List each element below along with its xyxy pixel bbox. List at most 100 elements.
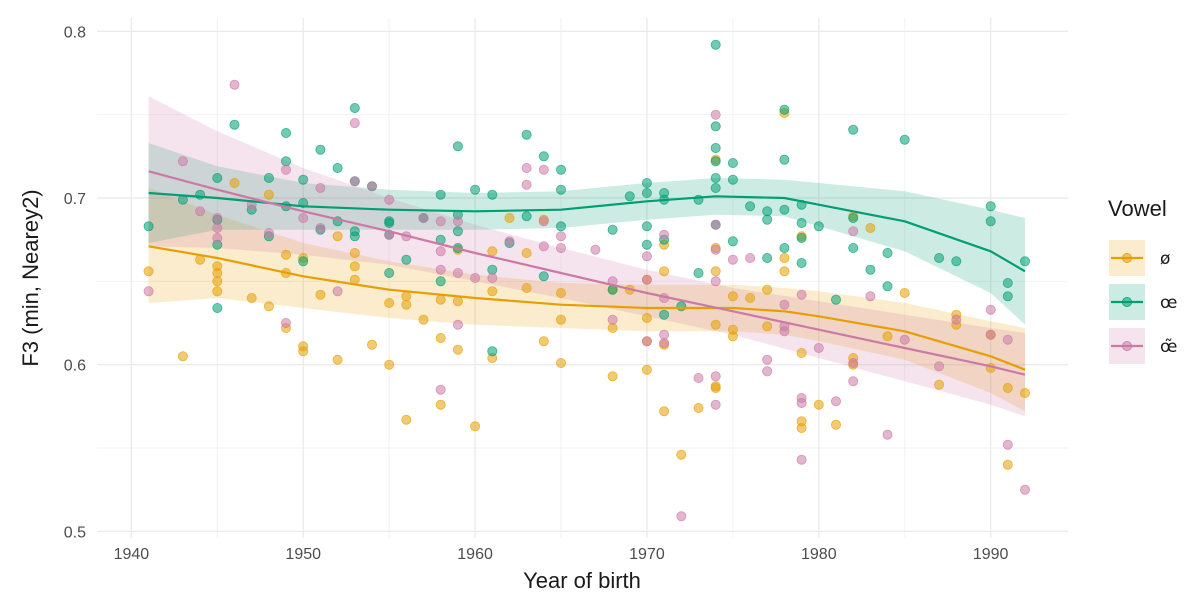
data-point (710, 109, 721, 120)
data-point (779, 104, 790, 115)
data-point (745, 292, 756, 303)
data-point (779, 299, 790, 310)
data-point (298, 346, 309, 357)
data-point (246, 292, 257, 303)
data-point (487, 286, 498, 297)
data-point (710, 244, 721, 255)
data-point (641, 364, 652, 375)
data-point (641, 187, 652, 198)
data-point (848, 212, 859, 223)
data-point (332, 354, 343, 365)
data-point (332, 231, 343, 242)
data-point (384, 297, 395, 308)
data-point (521, 282, 532, 293)
data-point (607, 322, 618, 333)
data-point (779, 204, 790, 215)
data-point (796, 347, 807, 358)
data-point (865, 222, 876, 233)
y-tick-label: 0.5 (64, 524, 86, 541)
data-point (762, 354, 773, 365)
data-point (710, 142, 721, 153)
legend-item: œ (1109, 284, 1177, 320)
data-point (452, 216, 463, 227)
data-point (280, 164, 291, 175)
data-point (212, 212, 223, 223)
data-point (985, 329, 996, 340)
trend-line (148, 245, 1026, 371)
data-point (298, 212, 309, 223)
data-point (985, 304, 996, 315)
data-point (538, 164, 549, 175)
data-point (315, 144, 326, 155)
data-point (659, 229, 670, 240)
data-point (779, 154, 790, 165)
data-point (212, 267, 223, 278)
data-point (641, 221, 652, 232)
data-point (710, 371, 721, 382)
data-point (710, 266, 721, 277)
data-point (229, 177, 240, 188)
data-point (727, 254, 738, 265)
data-point (538, 216, 549, 227)
data-point (590, 244, 601, 255)
data-point (280, 156, 291, 167)
trend-lines (148, 170, 1026, 376)
data-point (762, 252, 773, 263)
trend-line (148, 191, 1026, 273)
data-point (315, 222, 326, 233)
data-point (401, 291, 412, 302)
data-point (934, 361, 945, 372)
data-point (435, 276, 446, 287)
data-point (212, 232, 223, 243)
data-point (796, 217, 807, 228)
data-point (865, 264, 876, 275)
x-tick-label: 1940 (114, 546, 150, 563)
data-point (143, 221, 154, 232)
data-point (779, 252, 790, 263)
data-point (1020, 256, 1031, 267)
data-point (349, 103, 360, 114)
data-point (556, 231, 567, 242)
data-point (556, 184, 567, 195)
x-tick-label: 1960 (457, 546, 493, 563)
data-point (693, 402, 704, 413)
data-point (951, 256, 962, 267)
data-point (521, 162, 532, 173)
data-point (727, 236, 738, 247)
data-point (349, 231, 360, 242)
y-tick-label: 0.7 (64, 191, 86, 208)
data-point (470, 184, 481, 195)
data-point (487, 346, 498, 357)
data-point (710, 276, 721, 287)
data-point (779, 242, 790, 253)
data-point (401, 414, 412, 425)
data-point (556, 314, 567, 325)
data-point (796, 232, 807, 243)
data-point (607, 224, 618, 235)
data-point (521, 179, 532, 190)
data-point (641, 336, 652, 347)
data-point (556, 164, 567, 175)
legend-label: œ (1160, 293, 1177, 313)
data-point (556, 221, 567, 232)
data-point (470, 421, 481, 432)
data-point (401, 254, 412, 265)
data-point (143, 286, 154, 297)
data-point (349, 247, 360, 258)
data-point (280, 317, 291, 328)
data-point (607, 371, 618, 382)
x-axis-ticks: 1940 1950 1960 1970 1980 1990 (114, 546, 1009, 563)
data-point (366, 181, 377, 192)
x-tick-label: 1950 (285, 546, 321, 563)
data-point (813, 399, 824, 410)
data-point (452, 296, 463, 307)
data-point (796, 397, 807, 408)
trend-line (148, 170, 1026, 376)
data-point (470, 272, 481, 283)
data-point (831, 294, 842, 305)
data-point (435, 189, 446, 200)
data-point (727, 157, 738, 168)
data-point (212, 222, 223, 233)
data-point (332, 162, 343, 173)
data-point (263, 172, 274, 183)
